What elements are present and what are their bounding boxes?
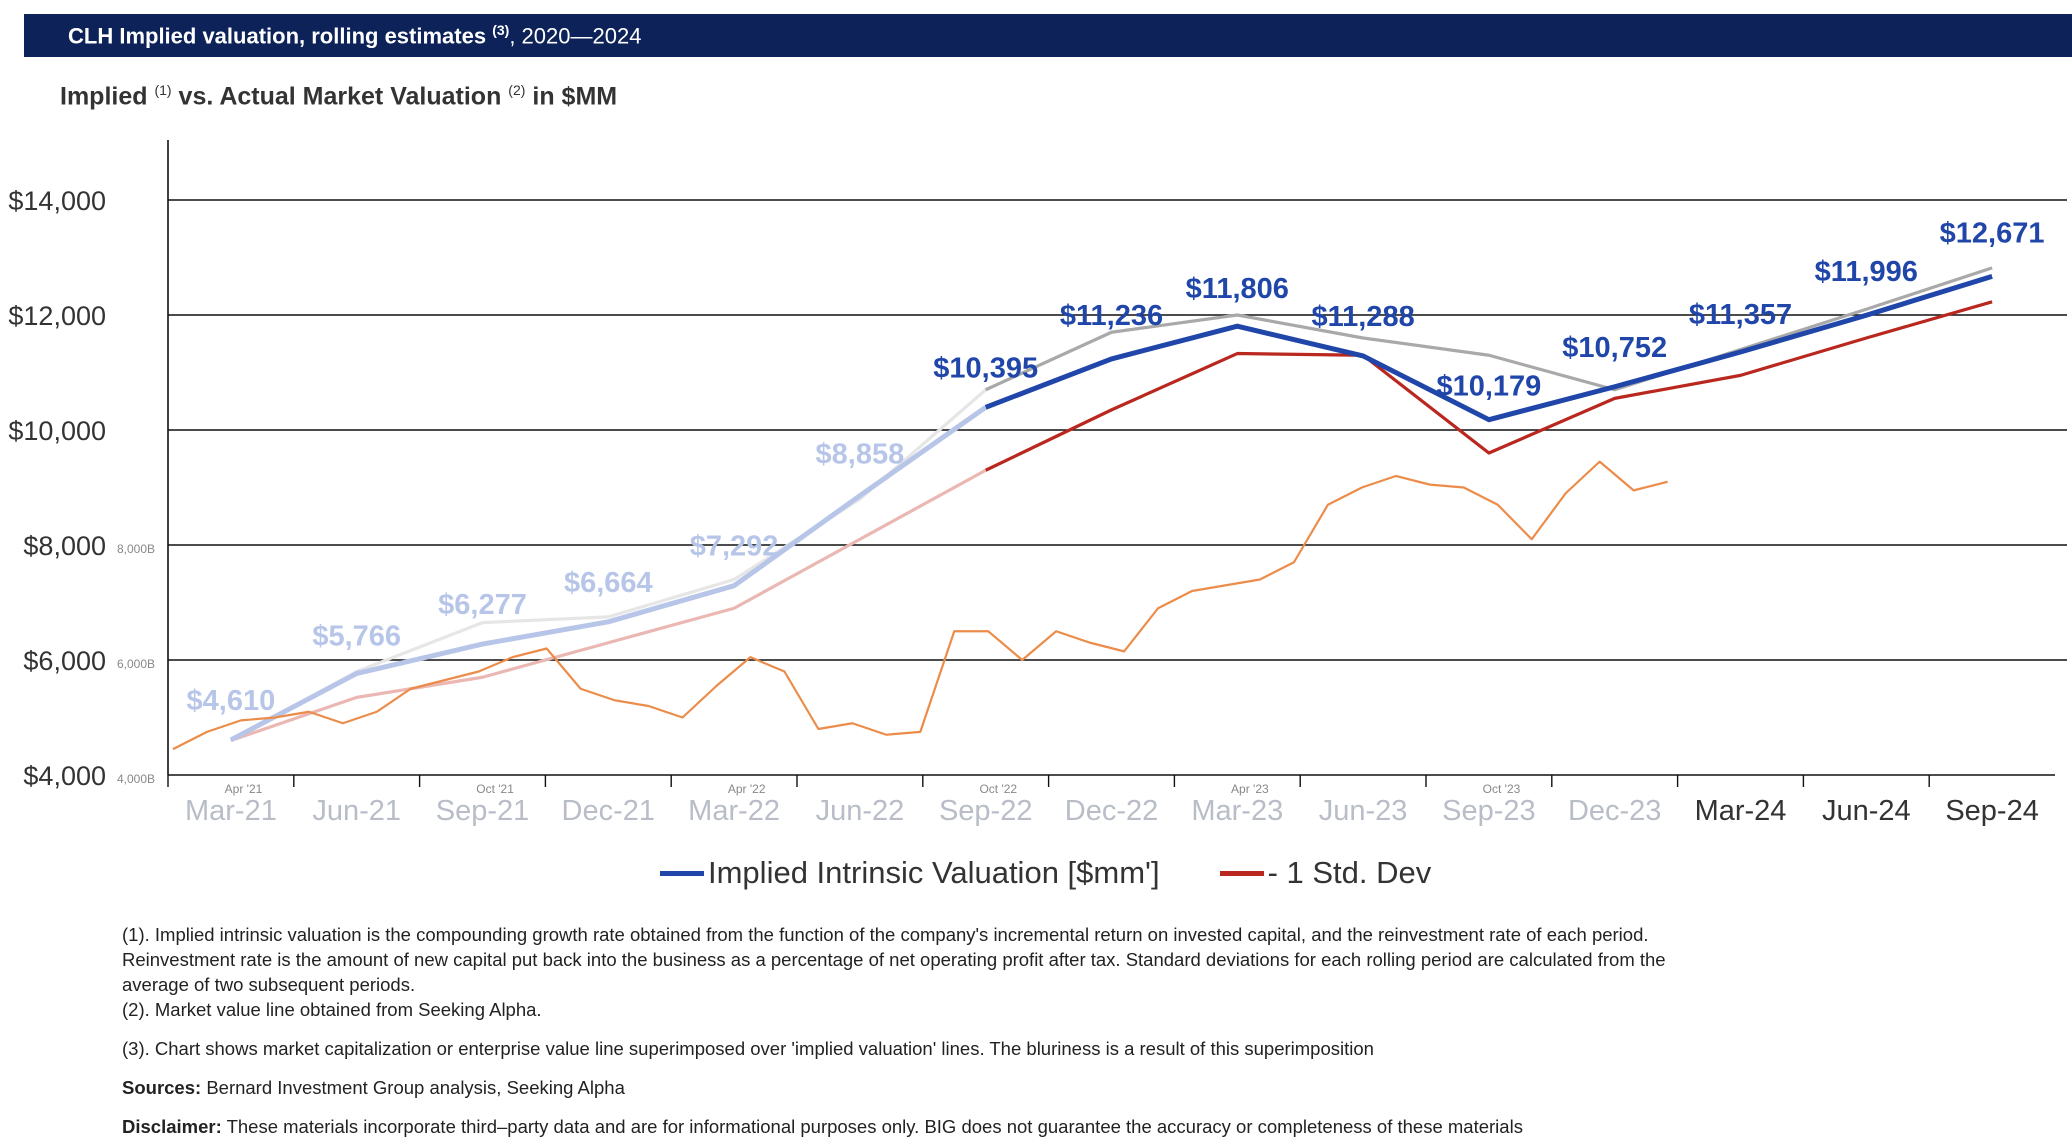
series-line xyxy=(984,274,1993,423)
data-label: $6,664 xyxy=(564,567,653,599)
data-label: $7,292 xyxy=(690,531,779,563)
title-banner: CLH Implied valuation, rolling estimates… xyxy=(24,14,2072,57)
footnote-3: (3). Chart shows market capitalization o… xyxy=(122,1038,1374,1059)
disclaimer-text: These materials incorporate third–party … xyxy=(226,1116,1523,1137)
banner-years: , 2020—2024 xyxy=(509,23,642,49)
overlay-month-label: Oct '22 xyxy=(979,782,1017,796)
y-tick-label: $6,000 xyxy=(23,646,106,676)
overlay-month-label: Oct '23 xyxy=(1483,782,1521,796)
x-tick-label: Jun-22 xyxy=(816,795,905,827)
subtitle-ref1: (1) xyxy=(154,82,172,98)
x-tick-label: Dec-23 xyxy=(1568,795,1662,827)
data-label: $11,357 xyxy=(1689,299,1792,331)
banner-title-text: CLH Implied valuation, rolling estimates xyxy=(68,23,487,49)
series-line xyxy=(985,266,1993,392)
x-tick-label: Sep-24 xyxy=(1945,795,2039,827)
legend-item-implied: Implied Intrinsic Valuation [$mm'] xyxy=(660,855,1160,891)
footnote-2: (2). Market value line obtained from See… xyxy=(122,999,542,1020)
footnote-1: (1). Implied intrinsic valuation is the … xyxy=(122,924,1666,995)
overlay-y-label: 8,000B xyxy=(117,542,155,556)
y-tick-label: $12,000 xyxy=(8,301,106,331)
chart-subtitle: Implied (1) vs. Actual Market Valuation … xyxy=(60,82,617,111)
x-tick-label: Mar-21 xyxy=(185,795,277,827)
legend-swatch-implied xyxy=(660,870,704,876)
x-tick-label: Mar-22 xyxy=(688,795,780,827)
legend-swatch-stddev xyxy=(1219,870,1264,876)
subtitle-part1: Implied xyxy=(60,82,148,111)
banner-footnote-ref: (3) xyxy=(492,21,510,38)
valuation-line-chart: $4,000 $6,000 $8,000 $10,000 $12,000 $14,000 M… xyxy=(8,140,2067,827)
overlay-y-label: 6,000B xyxy=(117,657,155,671)
x-tick-label: Mar-24 xyxy=(1695,795,1787,827)
x-tick-label: Sep-21 xyxy=(436,795,530,827)
overlay-month-label: Apr '21 xyxy=(225,782,263,796)
series-line-faded xyxy=(229,405,988,743)
x-tick-label: Jun-23 xyxy=(1319,795,1408,827)
y-tick-label: $14,000 xyxy=(8,186,106,216)
x-tick-label: Jun-21 xyxy=(312,795,401,827)
overlay-y-label: 4,000B xyxy=(117,772,155,786)
x-tick-label: Dec-21 xyxy=(562,795,656,827)
y-tick-label: $4,000 xyxy=(23,761,106,791)
subtitle-part2: vs. Actual Market Valuation xyxy=(178,82,502,111)
x-tick-label: Sep-23 xyxy=(1442,795,1536,827)
sources-label: Sources: xyxy=(122,1077,202,1098)
market-value-line xyxy=(172,460,1668,751)
disclaimer-line: Disclaimer: These materials incorporate … xyxy=(122,1114,1702,1139)
banner-title: CLH Implied valuation, rolling estimates… xyxy=(68,22,641,49)
x-tick-label: Jun-24 xyxy=(1822,795,1911,827)
footnotes: (1). Implied intrinsic valuation is the … xyxy=(122,922,1702,1139)
data-label: $6,277 xyxy=(438,589,527,621)
data-label: $12,671 xyxy=(1940,217,2045,249)
disclaimer-label: Disclaimer: xyxy=(122,1116,222,1137)
y-tick-label: $8,000 xyxy=(23,531,106,561)
data-label: $10,752 xyxy=(1562,332,1667,364)
series-line xyxy=(985,300,1993,472)
data-label: $11,236 xyxy=(1060,300,1163,332)
overlay-month-label: Apr '22 xyxy=(728,782,766,796)
data-label: $8,858 xyxy=(816,439,905,471)
x-tick-label: Dec-22 xyxy=(1065,795,1159,827)
data-label: $11,288 xyxy=(1311,301,1414,333)
data-label: $10,395 xyxy=(933,352,1038,384)
y-tick-label: $10,000 xyxy=(8,416,106,446)
sources-line: Sources: Bernard Investment Group analys… xyxy=(122,1075,1702,1100)
data-label: $4,610 xyxy=(187,685,276,717)
data-label: $11,806 xyxy=(1186,273,1289,305)
overlay-month-label: Oct '21 xyxy=(476,782,514,796)
x-tick-label: Sep-22 xyxy=(939,795,1033,827)
subtitle-part3: in $MM xyxy=(532,82,618,111)
data-label: $5,766 xyxy=(312,620,401,652)
x-tick-label: Mar-23 xyxy=(1191,795,1283,827)
legend-item-stddev: - 1 Std. Dev xyxy=(1219,855,1432,891)
legend-label-implied: Implied Intrinsic Valuation [$mm'] xyxy=(708,855,1160,890)
overlay-month-label: Apr '23 xyxy=(1231,782,1269,796)
data-label: $11,996 xyxy=(1815,256,1918,288)
data-label: $10,179 xyxy=(1436,371,1541,403)
legend-label-stddev: - 1 Std. Dev xyxy=(1267,855,1432,890)
subtitle-ref2: (2) xyxy=(508,82,526,98)
series-line-faded xyxy=(230,468,987,743)
chart-legend: Implied Intrinsic Valuation [$mm'] - 1 S… xyxy=(660,855,1491,891)
sources-text: Bernard Investment Group analysis, Seeki… xyxy=(206,1077,625,1098)
